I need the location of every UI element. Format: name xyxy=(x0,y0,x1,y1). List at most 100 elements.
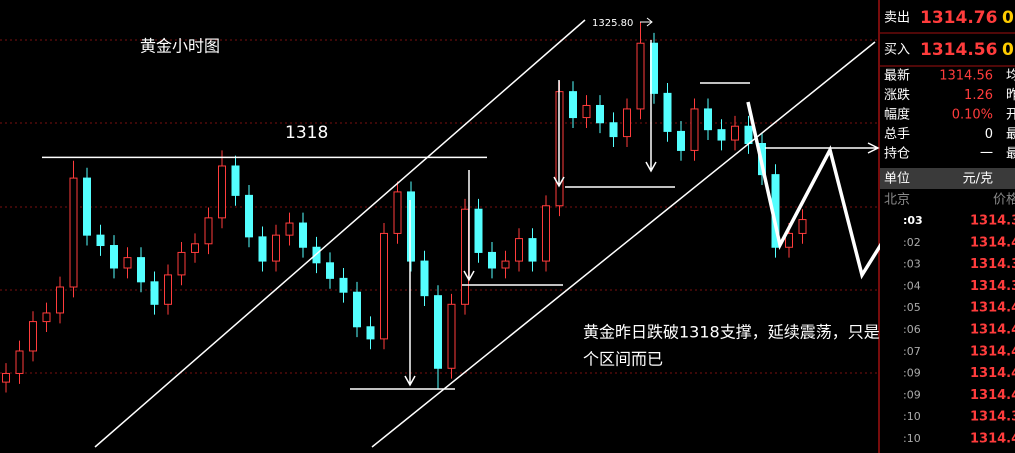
trade-time: :02 xyxy=(903,236,921,249)
candle-body xyxy=(717,129,726,141)
candle-body xyxy=(191,243,199,253)
candle-body xyxy=(434,295,442,369)
sell-price: 1314.76 xyxy=(920,8,997,28)
candle-body xyxy=(258,236,267,262)
candle-body xyxy=(29,321,37,352)
trade-time: :10 xyxy=(903,410,921,423)
trade-time: :09 xyxy=(903,367,921,380)
row-label: 最新 xyxy=(884,68,910,84)
candle-body xyxy=(515,238,523,262)
candles xyxy=(2,22,807,393)
candle-body xyxy=(218,165,226,219)
trade-time: :03 xyxy=(903,214,923,227)
trade-time: :03 xyxy=(903,258,921,271)
candle-body xyxy=(596,104,604,124)
candle-body xyxy=(690,108,699,151)
trade-price: 1314.4 xyxy=(970,432,1015,447)
unit-bg xyxy=(880,168,1015,189)
candle-body xyxy=(447,303,456,369)
trade-price: 1314.3 xyxy=(970,410,1015,425)
candle-body xyxy=(744,125,753,145)
arrow xyxy=(640,17,653,27)
arrow xyxy=(553,80,565,188)
candle-body xyxy=(56,286,64,314)
buy-qty: 0 xyxy=(1002,40,1014,60)
candle-body xyxy=(83,177,91,236)
trades-price-header: 价格 xyxy=(993,192,1015,208)
quote-panel: 卖出 1314.76 0 买入 1314.56 0 单位 元/克 北京 价格 最… xyxy=(880,0,1015,453)
candle-body xyxy=(272,234,280,262)
row-extra: 开 xyxy=(1006,108,1015,123)
row-value: 0 xyxy=(985,127,993,142)
trade-price: 1314.4 xyxy=(970,235,1015,250)
candle-body xyxy=(204,217,213,245)
candle-body xyxy=(582,104,591,119)
candle-body xyxy=(609,122,618,138)
trades-time-header: 北京 xyxy=(884,193,910,208)
sell-label: 卖出 xyxy=(884,11,910,26)
candle-body xyxy=(110,245,118,269)
trade-time: :04 xyxy=(903,279,921,292)
row-value: 1.26 xyxy=(964,88,993,103)
candle-body xyxy=(123,257,132,269)
grid xyxy=(0,39,878,374)
row-extra: 最 xyxy=(1006,147,1015,162)
trade-price: 1314.3 xyxy=(970,279,1015,294)
trade-time: :10 xyxy=(903,432,921,445)
candle-body xyxy=(704,108,712,131)
candle-body xyxy=(2,372,10,383)
candle-body xyxy=(407,191,415,262)
sell-qty: 0 xyxy=(1002,8,1014,28)
row-value: 一 xyxy=(980,147,993,162)
note: 个区间而已 xyxy=(583,350,663,369)
candle-body xyxy=(569,91,577,119)
unit-value: 元/克 xyxy=(963,172,993,187)
candle-body xyxy=(474,208,483,253)
candle-body xyxy=(488,251,496,269)
candle-body xyxy=(731,125,739,141)
candle-body xyxy=(420,260,429,297)
candle-body xyxy=(326,262,334,279)
candle-body xyxy=(15,350,24,374)
trade-time: :07 xyxy=(903,345,921,358)
buy-price: 1314.56 xyxy=(920,40,997,60)
arrow xyxy=(463,170,475,282)
candle-body xyxy=(461,208,469,305)
trend-line xyxy=(371,41,876,448)
candle-body xyxy=(96,234,105,247)
level-label: 1318 xyxy=(285,123,328,143)
note: 黄金昨日跌破1318支撑，延续震荡，只是换了 xyxy=(583,323,912,342)
projection xyxy=(746,101,897,280)
trade-time: :05 xyxy=(903,301,921,314)
trade-price: 1314.4 xyxy=(970,323,1015,338)
high-label: 1325.80 xyxy=(592,18,633,29)
arrow xyxy=(765,142,880,154)
trade-price: 1314.4 xyxy=(970,301,1015,316)
trade-price: 1314.4 xyxy=(970,366,1015,381)
candle-body xyxy=(366,326,375,340)
arrow xyxy=(645,40,657,173)
buy-label: 买入 xyxy=(884,43,910,58)
trade-price: 1314.4 xyxy=(970,388,1015,403)
candle-body xyxy=(353,291,361,328)
chart-title: 黄金小时图 xyxy=(140,37,220,56)
arrow xyxy=(404,200,416,387)
drawings xyxy=(94,17,897,448)
candle-body xyxy=(69,177,78,288)
candle-body xyxy=(798,219,807,234)
trade-time: :09 xyxy=(903,388,921,401)
candle-body xyxy=(501,260,510,269)
trade-time: :06 xyxy=(903,323,921,336)
candle-body xyxy=(785,232,793,248)
trend-line xyxy=(94,19,586,448)
candle-body xyxy=(677,130,685,151)
candle-body xyxy=(393,191,402,234)
candle-body xyxy=(623,108,631,138)
row-label: 持仓 xyxy=(884,147,910,162)
candle-body xyxy=(636,42,645,110)
unit-label: 单位 xyxy=(884,172,910,187)
candle-body xyxy=(150,281,159,305)
panel-bg xyxy=(880,0,1015,453)
